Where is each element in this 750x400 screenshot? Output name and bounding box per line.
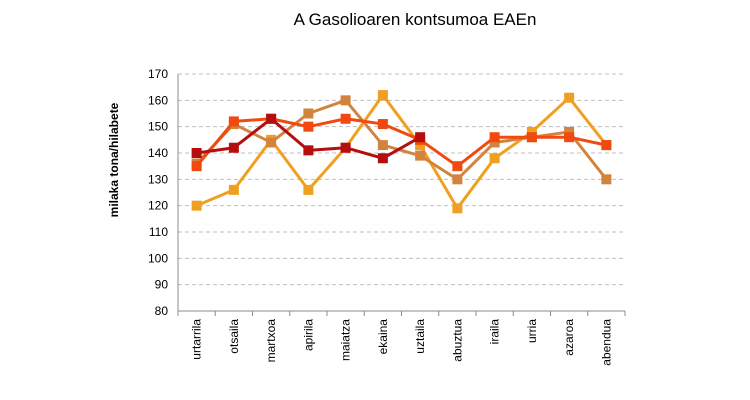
x-tick-label: maiatza — [339, 319, 353, 361]
data-point — [340, 142, 351, 153]
x-tick-label: iraila — [488, 319, 502, 345]
x-tick-label: otsaila — [227, 319, 241, 354]
x-tick-label: uztaila — [413, 319, 427, 354]
data-point — [601, 140, 612, 151]
data-point — [228, 184, 239, 195]
gridlines — [178, 73, 625, 286]
y-tick-label: 100 — [148, 251, 168, 265]
data-point — [303, 145, 314, 156]
series-group — [191, 90, 612, 214]
series-2 — [191, 95, 612, 185]
y-tick-label: 170 — [148, 67, 168, 81]
y-tick-label: 80 — [155, 304, 169, 318]
data-point — [526, 126, 537, 137]
y-axis-label: milaka tona/hilabete — [107, 102, 121, 217]
data-point — [489, 153, 500, 164]
x-tick-label: apirila — [301, 319, 315, 351]
data-point — [377, 119, 388, 130]
data-point — [377, 140, 388, 151]
data-point — [377, 153, 388, 164]
x-tick-label: abendua — [599, 319, 613, 366]
data-point — [191, 148, 202, 158]
series-line — [195, 117, 607, 168]
y-tick-label: 130 — [148, 172, 168, 186]
y-tick-label: 160 — [148, 93, 168, 107]
data-point — [601, 174, 612, 185]
y-tick-label: 110 — [149, 225, 168, 239]
data-point — [228, 142, 239, 153]
data-point — [340, 113, 351, 124]
data-point — [452, 161, 463, 172]
data-point — [266, 113, 277, 124]
data-point — [489, 137, 500, 148]
x-tick-label: urtarrila — [190, 319, 204, 360]
data-point — [191, 161, 202, 172]
data-point — [266, 137, 277, 148]
data-point — [564, 132, 575, 143]
data-point — [377, 90, 388, 101]
data-point — [340, 95, 351, 106]
data-point — [303, 108, 314, 119]
series-line — [196, 93, 608, 210]
data-point — [228, 116, 239, 127]
data-point — [489, 132, 500, 143]
x-tick-label: azaroa — [562, 319, 576, 356]
data-point — [452, 174, 463, 185]
data-point — [526, 132, 537, 143]
data-point — [564, 126, 575, 137]
x-tick-label: martxoa — [264, 319, 278, 363]
data-point — [452, 203, 463, 214]
y-tick-label: 90 — [155, 278, 169, 292]
data-point — [303, 121, 314, 132]
data-point — [303, 184, 314, 195]
series-4 — [191, 113, 426, 164]
chart-title: A Gasolioaren kontsumoa EAEn — [293, 10, 537, 29]
y-tick-labels: 80 90 100 110 120 130 140 150 160 170 — [148, 67, 168, 318]
y-tick-label: 120 — [148, 199, 168, 213]
x-tick-labels: urtarrila otsaila martxoa apirila maiatza eka… — [190, 319, 614, 366]
y-tick-label: 140 — [148, 146, 168, 160]
series-line — [195, 98, 608, 181]
axes — [177, 74, 626, 316]
data-point — [564, 92, 575, 103]
x-tick-label: urria — [525, 319, 539, 343]
data-point — [415, 150, 426, 161]
x-tick-label: abuztua — [450, 319, 464, 362]
y-tick-label: 150 — [148, 120, 168, 134]
data-point — [415, 140, 426, 151]
data-point — [191, 200, 202, 211]
x-tick-label: ekaina — [376, 319, 390, 355]
data-point — [415, 132, 426, 143]
